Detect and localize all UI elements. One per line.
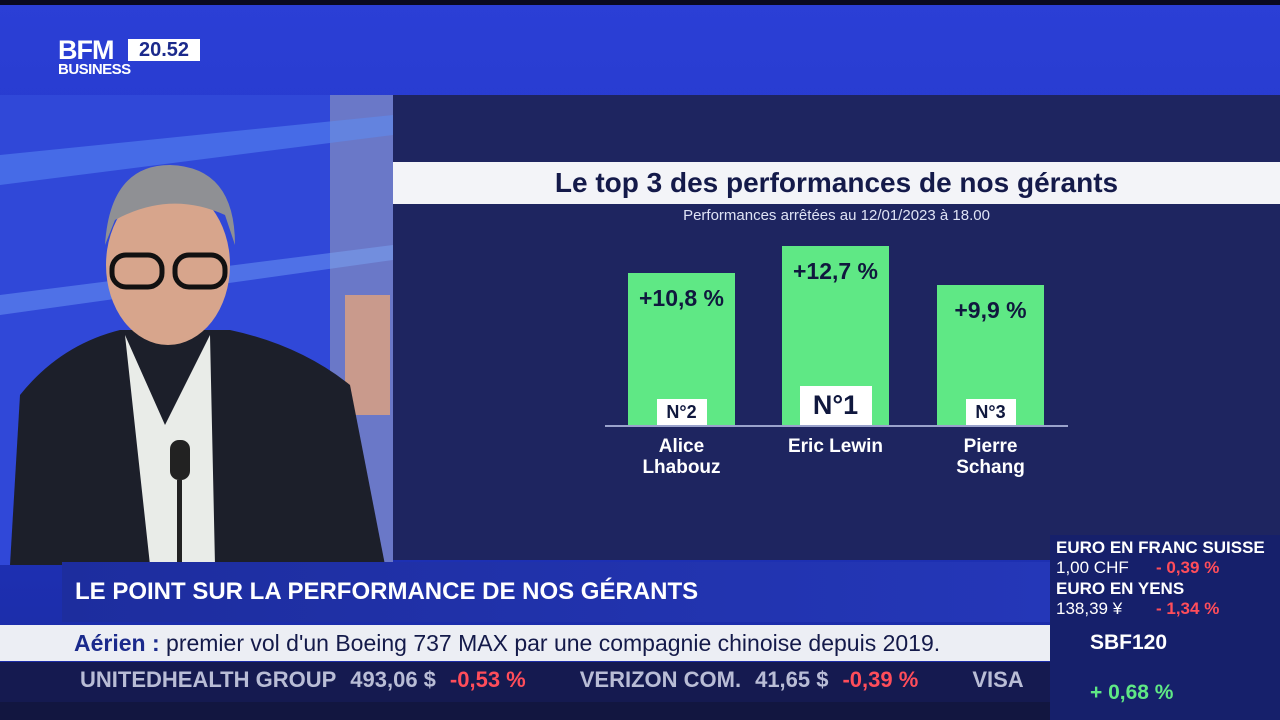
rank-label: N°2	[656, 399, 707, 425]
rank-label: N°1	[799, 386, 872, 425]
category-label: Pierre Schang	[956, 436, 1025, 478]
market-name: EURO EN FRANC SUISSE	[1056, 538, 1265, 557]
stock-change: -0,39 %	[842, 667, 919, 692]
category-label: Alice Lhabouz	[642, 436, 721, 478]
chart-subtitle: Performances arrêtées au 12/01/2023 à 18…	[683, 207, 990, 224]
bottom-strip	[0, 702, 1050, 720]
presenter	[0, 95, 393, 565]
logo: BFM BUSINESS	[58, 35, 131, 78]
logo-sub: BUSINESS	[58, 61, 131, 78]
stock-name: VISA	[972, 667, 1024, 692]
logo-text: BFM	[58, 35, 114, 65]
stock-price: 493,06 $	[350, 667, 436, 692]
news-text: premier vol d'un Boeing 737 MAX par une …	[166, 630, 941, 656]
market-change: - 0,39 %	[1156, 558, 1220, 577]
clock: 20.52	[128, 39, 200, 61]
stock-price: 41,65 $	[755, 667, 829, 692]
news-topic: Aérien :	[74, 630, 160, 656]
market-price: 138,39 ¥	[1056, 599, 1123, 618]
stock-name: UNITEDHEALTH GROUP	[80, 667, 337, 692]
market-change: - 1,34 %	[1156, 599, 1220, 618]
headline-banner: LE POINT SUR LA PERFORMANCE DE NOS GÉRAN…	[62, 562, 1050, 622]
market-panel: EURO EN FRANC SUISSE 1,00 CHF - 0,39 % EURO…	[1050, 535, 1280, 720]
index-name: SBF120	[1090, 631, 1168, 654]
market-name: EURO EN YENS	[1056, 579, 1185, 598]
value-label: +12,7 %	[792, 257, 879, 284]
baseline	[605, 425, 1068, 427]
market-price: 1,00 CHF	[1056, 558, 1129, 577]
rank-label: N°3	[965, 399, 1016, 425]
stock-name: VERIZON COM.	[579, 667, 742, 692]
stock-ticker: UNITEDHEALTH GROUP 493,06 $ -0,53 % VERIZON…	[0, 662, 1050, 702]
index-change: + 0,68 %	[1090, 681, 1174, 704]
news-ticker: Aérien : premier vol d'un Boeing 737 MAX…	[0, 625, 1050, 661]
chart-title: Le top 3 des performances de nos gérants	[393, 162, 1280, 204]
value-label: +10,8 %	[638, 284, 725, 311]
value-label: +9,9 %	[954, 297, 1027, 324]
stock-change: -0,53 %	[449, 667, 526, 692]
category-label: Eric Lewin	[787, 436, 884, 457]
top-strip	[0, 0, 1280, 5]
